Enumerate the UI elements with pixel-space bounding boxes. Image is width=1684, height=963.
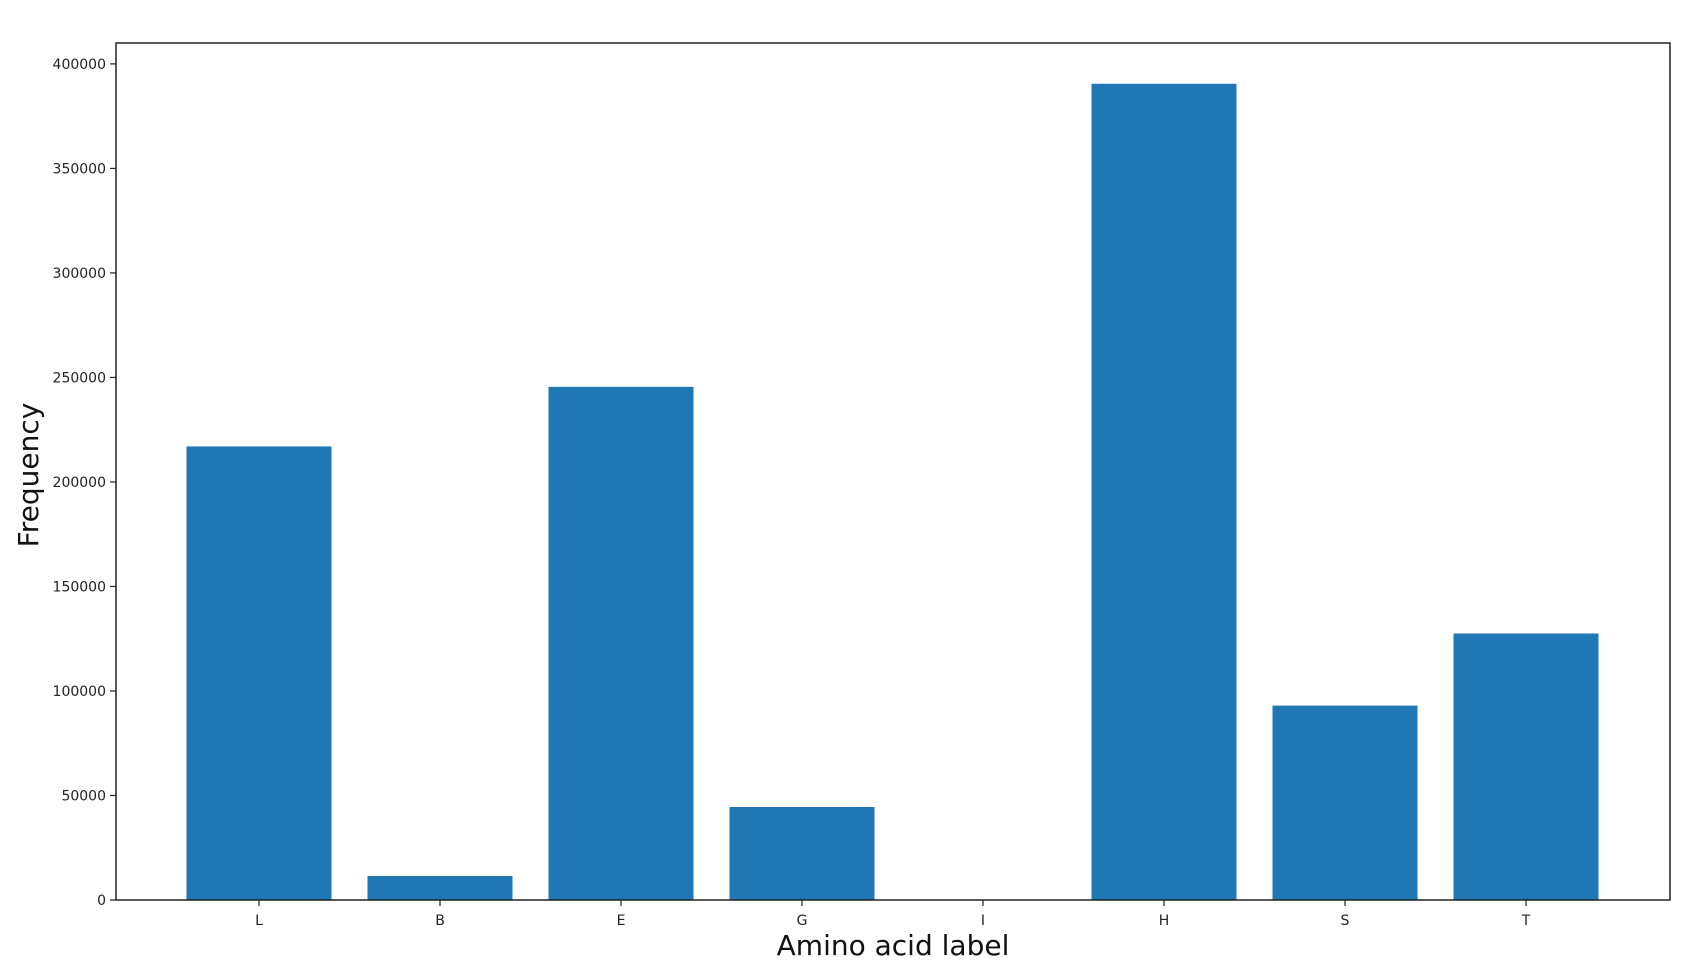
- bar-S: [1272, 705, 1418, 900]
- bar-H: [1091, 83, 1237, 900]
- y-axis-ticks: 0 50000 100000 150000 200000 250000 300000 3500…: [53, 57, 116, 909]
- y-tick-label-400000: 400000: [53, 57, 106, 73]
- plot-frame: [115, 42, 1671, 901]
- bar-T: [1453, 633, 1599, 900]
- x-tick-label-B: B: [435, 913, 445, 929]
- x-tick-label-G: G: [797, 913, 808, 929]
- y-tick-label-0: 0: [97, 893, 106, 909]
- bar-G: [729, 806, 875, 900]
- y-tick-label-300000: 300000: [53, 266, 106, 282]
- x-axis-label: Amino acid label: [777, 929, 1010, 962]
- x-tick-label-S: S: [1341, 913, 1350, 929]
- y-tick-label-350000: 350000: [53, 161, 106, 177]
- x-tick-label-T: T: [1521, 913, 1531, 929]
- x-tick-label-H: H: [1159, 913, 1170, 929]
- y-axis-label: Frequency: [12, 403, 45, 548]
- x-tick-label-E: E: [617, 913, 626, 929]
- x-tick-label-L: L: [255, 913, 263, 929]
- y-tick-label-200000: 200000: [53, 475, 106, 491]
- x-tick-label-I: I: [981, 913, 985, 929]
- y-tick-label-100000: 100000: [53, 684, 106, 700]
- bars-group: [186, 83, 1599, 901]
- bar-L: [186, 446, 332, 900]
- y-tick-label-250000: 250000: [53, 370, 106, 386]
- y-tick-label-50000: 50000: [61, 788, 106, 804]
- y-tick-label-150000: 150000: [53, 579, 106, 595]
- bar-E: [548, 386, 694, 901]
- bar-B: [367, 875, 513, 900]
